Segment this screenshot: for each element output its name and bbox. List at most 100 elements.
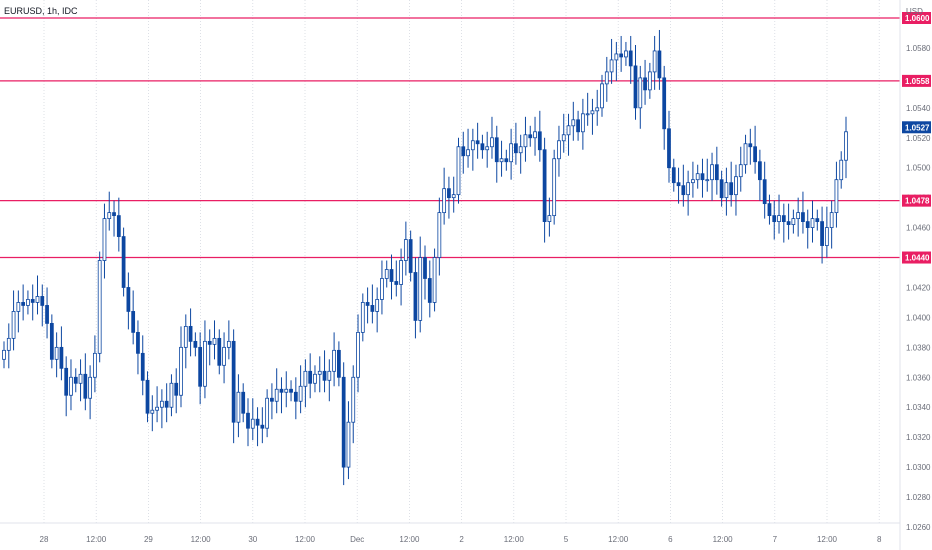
candle-body: [743, 143, 748, 166]
candle-body: [246, 412, 250, 429]
candle-body: [786, 221, 791, 225]
candle-body: [791, 218, 796, 225]
candle-body: [681, 185, 686, 196]
candle-body: [337, 349, 341, 378]
x-tick-label: 7: [773, 535, 778, 544]
candle-body: [2, 349, 6, 360]
candles: [2, 29, 848, 486]
x-tick-label: 6: [668, 535, 673, 544]
candle-body: [762, 179, 767, 205]
candle-body: [35, 296, 40, 303]
candle-body: [643, 77, 647, 91]
candle-body: [824, 227, 829, 246]
candle-body: [174, 382, 179, 396]
time-axis[interactable]: 28 12:00 29 12:00 30 12:00 Dec 12:00 2 12:00 5 12:0…: [40, 535, 882, 544]
y-tick-label: 1.0280: [906, 493, 931, 502]
candle-body: [552, 158, 557, 217]
candle-body: [150, 409, 155, 414]
candle-body: [284, 388, 289, 393]
level-badge: [902, 74, 931, 87]
candle-body: [380, 278, 384, 300]
candle-body: [346, 421, 351, 468]
candle-body: [466, 149, 470, 157]
candle-body: [432, 257, 437, 303]
y-tick-label: 1.0260: [906, 523, 931, 532]
candle-body: [121, 236, 126, 288]
y-tick-label: 1.0580: [906, 44, 931, 53]
candle-body: [504, 158, 509, 163]
candle-body: [624, 50, 628, 58]
x-tick-label: 12:00: [295, 535, 316, 544]
candle-body: [815, 218, 820, 222]
candle-body: [676, 182, 681, 187]
x-tick-label: 8: [877, 535, 882, 544]
candle-body: [533, 131, 537, 139]
candle-body: [710, 164, 714, 181]
candle-body: [308, 370, 313, 384]
candle-body: [557, 140, 561, 160]
candle-body: [528, 134, 533, 139]
candle-body: [509, 143, 513, 163]
candle-body: [365, 302, 370, 306]
candle-body: [126, 287, 131, 312]
candle-body: [222, 346, 226, 366]
candle-body: [499, 158, 504, 163]
level-badge: [902, 251, 931, 264]
candle-body: [705, 179, 710, 182]
candle-body: [183, 325, 188, 348]
y-tick-label: 1.0540: [906, 104, 931, 113]
candle-body: [451, 194, 456, 199]
candle-body: [729, 182, 734, 196]
candle-body: [781, 215, 786, 223]
candle-body: [844, 131, 848, 161]
y-tick-label: 1.0500: [906, 164, 931, 173]
candle-body: [427, 278, 432, 303]
candle-body: [470, 140, 475, 151]
candle-body: [375, 299, 380, 312]
candle-body: [241, 391, 246, 414]
y-tick-label: 1.0320: [906, 433, 931, 442]
candle-body: [88, 376, 92, 399]
candle-body: [356, 331, 360, 378]
candle-body: [193, 340, 198, 348]
candle-body: [317, 370, 322, 375]
candle-body: [327, 370, 332, 381]
candle-body: [777, 215, 781, 223]
candle-body: [360, 302, 365, 333]
candle-body: [700, 173, 705, 181]
x-tick-label: 12:00: [504, 535, 525, 544]
y-tick-label: 1.0380: [906, 343, 931, 352]
x-tick-label: 12:00: [86, 535, 107, 544]
candle-body: [585, 113, 590, 116]
candle-body: [332, 349, 336, 372]
price-axis[interactable]: 1.06001.05801.05601.05401.05201.05001.04…: [906, 14, 931, 532]
candle-body: [289, 388, 293, 393]
candle-body: [738, 164, 743, 178]
candle-body: [480, 143, 485, 151]
candle-body: [734, 176, 738, 196]
currency-label: USD: [906, 7, 923, 16]
candle-body: [442, 188, 447, 214]
candle-body: [293, 391, 298, 402]
candle-body: [21, 302, 26, 306]
candle-body: [719, 179, 724, 199]
candle-body: [724, 182, 729, 199]
candle-body: [298, 385, 303, 402]
candle-body: [399, 260, 403, 285]
candle-body: [834, 179, 839, 214]
candle-body: [188, 325, 193, 342]
y-tick-label: 1.0460: [906, 224, 931, 233]
candle-body: [801, 212, 805, 222]
candle-body: [169, 382, 174, 408]
candle-body: [542, 149, 547, 223]
candle-body: [93, 352, 97, 378]
x-tick-label: 30: [248, 535, 257, 544]
candle-body: [16, 302, 21, 312]
candle-body: [45, 305, 49, 324]
candle-body: [279, 388, 284, 393]
candle-body: [250, 418, 255, 429]
y-tick-label: 1.0400: [906, 313, 931, 322]
candle-body: [217, 337, 222, 366]
candle-body: [69, 376, 73, 396]
